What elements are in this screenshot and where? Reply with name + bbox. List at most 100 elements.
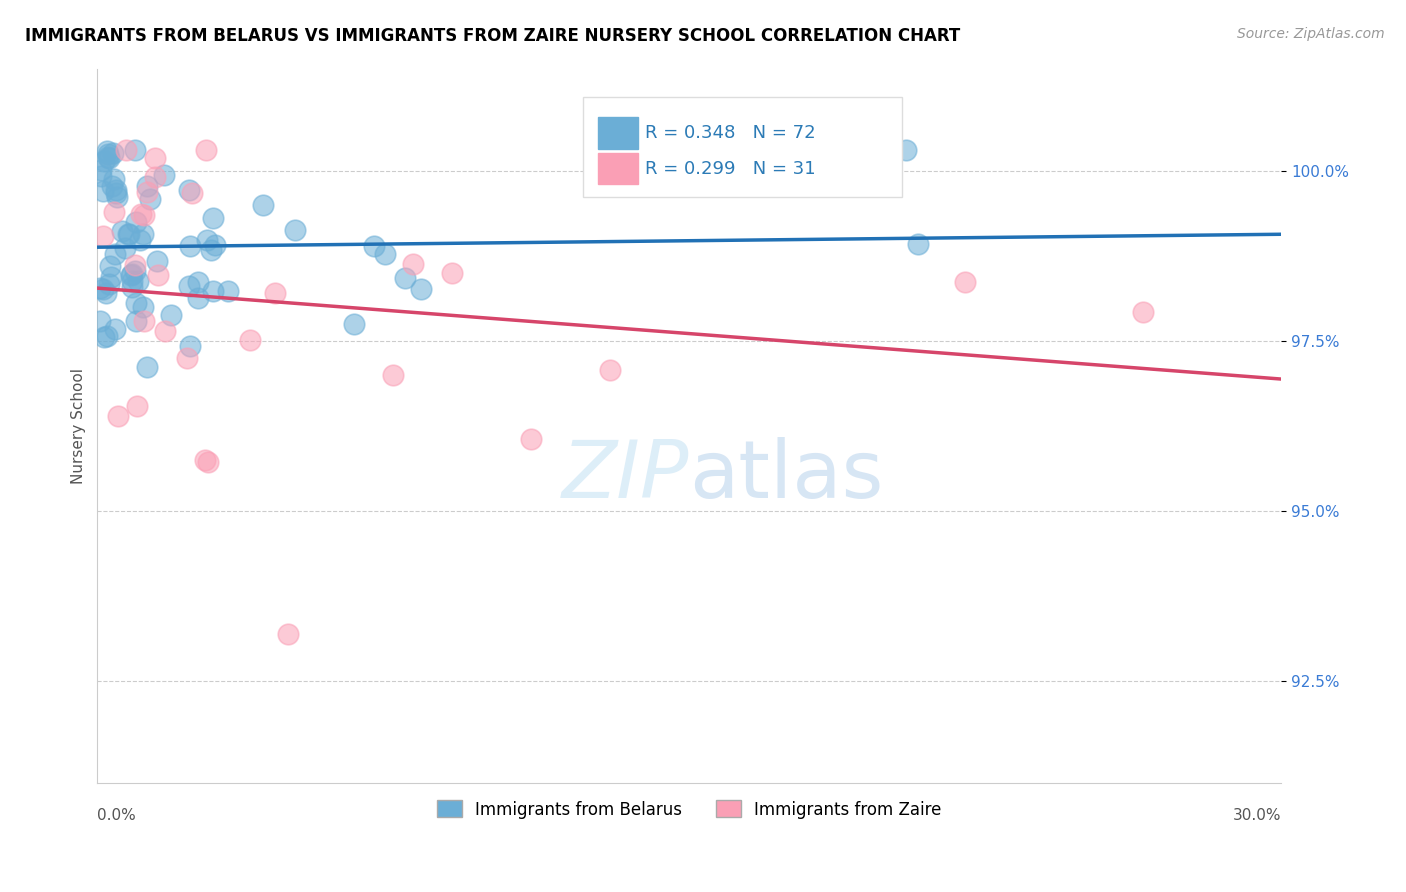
- Point: [252, 198, 274, 212]
- Point: [195, 233, 218, 247]
- Point: [132, 300, 155, 314]
- Point: [124, 143, 146, 157]
- Point: [200, 243, 222, 257]
- Point: [98, 259, 121, 273]
- FancyBboxPatch shape: [598, 153, 638, 185]
- Point: [91, 228, 114, 243]
- Point: [409, 281, 432, 295]
- Point: [179, 339, 201, 353]
- Point: [187, 276, 209, 290]
- Point: [125, 314, 148, 328]
- FancyBboxPatch shape: [598, 117, 638, 149]
- Point: [121, 280, 143, 294]
- Point: [193, 452, 215, 467]
- Point: [277, 626, 299, 640]
- Point: [217, 284, 239, 298]
- Point: [97, 150, 120, 164]
- Point: [96, 329, 118, 343]
- Point: [89, 281, 111, 295]
- Point: [104, 322, 127, 336]
- Point: [124, 215, 146, 229]
- Point: [153, 168, 176, 182]
- Point: [146, 268, 169, 282]
- Point: [114, 242, 136, 256]
- Point: [120, 268, 142, 282]
- Point: [284, 223, 307, 237]
- Point: [195, 143, 218, 157]
- Point: [441, 266, 464, 280]
- FancyBboxPatch shape: [582, 97, 903, 197]
- Point: [179, 182, 201, 196]
- Point: [139, 192, 162, 206]
- Point: [179, 279, 201, 293]
- Point: [107, 409, 129, 423]
- Point: [181, 186, 204, 201]
- Point: [134, 314, 156, 328]
- Point: [125, 295, 148, 310]
- Point: [124, 259, 146, 273]
- Point: [94, 286, 117, 301]
- Point: [97, 146, 120, 161]
- Point: [93, 184, 115, 198]
- Point: [143, 169, 166, 184]
- Point: [907, 237, 929, 252]
- Point: [343, 318, 366, 332]
- Point: [124, 264, 146, 278]
- Point: [520, 433, 543, 447]
- Point: [159, 309, 181, 323]
- Point: [955, 275, 977, 289]
- Text: IMMIGRANTS FROM BELARUS VS IMMIGRANTS FROM ZAIRE NURSERY SCHOOL CORRELATION CHAR: IMMIGRANTS FROM BELARUS VS IMMIGRANTS FR…: [25, 27, 960, 45]
- Point: [105, 190, 128, 204]
- Point: [93, 154, 115, 169]
- Text: 0.0%: 0.0%: [97, 808, 136, 823]
- Legend: Immigrants from Belarus, Immigrants from Zaire: Immigrants from Belarus, Immigrants from…: [430, 794, 948, 825]
- Point: [111, 224, 134, 238]
- Point: [93, 330, 115, 344]
- Text: Source: ZipAtlas.com: Source: ZipAtlas.com: [1237, 27, 1385, 41]
- Point: [96, 144, 118, 158]
- Point: [90, 162, 112, 177]
- Point: [896, 143, 918, 157]
- Point: [134, 208, 156, 222]
- Point: [121, 274, 143, 288]
- Point: [382, 368, 405, 382]
- Point: [135, 185, 157, 199]
- Point: [125, 399, 148, 413]
- Point: [101, 179, 124, 194]
- Point: [145, 253, 167, 268]
- Point: [100, 270, 122, 285]
- Point: [91, 282, 114, 296]
- Point: [363, 239, 385, 253]
- Point: [101, 146, 124, 161]
- Point: [239, 333, 262, 347]
- Text: R = 0.299   N = 31: R = 0.299 N = 31: [645, 160, 815, 178]
- Text: R = 0.348   N = 72: R = 0.348 N = 72: [645, 124, 815, 142]
- Point: [394, 270, 416, 285]
- Point: [127, 274, 149, 288]
- Point: [132, 227, 155, 242]
- Text: 30.0%: 30.0%: [1233, 808, 1281, 823]
- Point: [1132, 305, 1154, 319]
- Text: ZIP: ZIP: [562, 437, 689, 515]
- Text: atlas: atlas: [689, 437, 883, 515]
- Point: [98, 277, 121, 291]
- Point: [202, 211, 225, 226]
- Point: [104, 183, 127, 197]
- Point: [201, 284, 224, 298]
- Point: [117, 227, 139, 241]
- Point: [89, 314, 111, 328]
- Point: [97, 151, 120, 165]
- Point: [118, 227, 141, 242]
- Point: [374, 247, 396, 261]
- Point: [402, 257, 425, 271]
- Point: [104, 246, 127, 260]
- Point: [204, 238, 226, 252]
- Point: [264, 286, 287, 301]
- Point: [136, 179, 159, 194]
- Point: [90, 169, 112, 183]
- Y-axis label: Nursery School: Nursery School: [72, 368, 86, 484]
- Point: [135, 359, 157, 374]
- Point: [179, 239, 201, 253]
- Point: [128, 233, 150, 247]
- Point: [143, 151, 166, 165]
